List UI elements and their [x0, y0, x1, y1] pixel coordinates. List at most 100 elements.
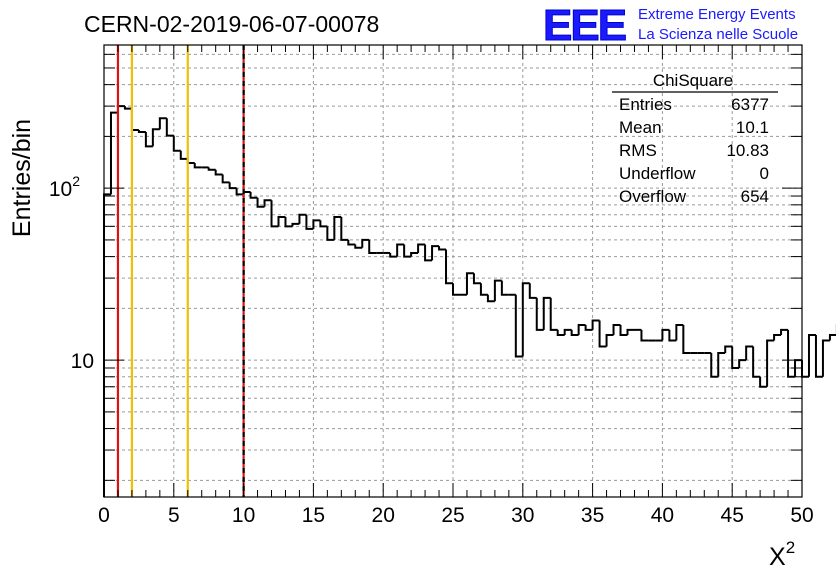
stats-row-label: RMS: [619, 141, 657, 160]
histogram-bin: [738, 359, 747, 369]
stats-row-value: 10.83: [726, 141, 769, 160]
eee-logo: EEE: [543, 1, 626, 50]
histogram-bin: [556, 329, 565, 337]
histogram-bin: [731, 346, 740, 370]
histogram-bin: [319, 220, 328, 228]
y-axis-title: Entries/bin: [8, 119, 36, 237]
histogram-bin: [640, 329, 649, 342]
histogram-bin: [514, 294, 523, 358]
histogram-bin: [493, 279, 502, 302]
stats-row-label: Mean: [619, 118, 662, 137]
histogram-bin: [591, 319, 600, 330]
histogram-bin: [368, 239, 377, 254]
histogram-bin: [549, 297, 558, 331]
histogram-bin: [284, 216, 293, 228]
histogram-bin: [787, 329, 796, 378]
histogram-bin: [277, 215, 286, 227]
histogram-bin: [361, 238, 370, 248]
histogram-bin: [528, 283, 537, 299]
histogram-bin: [354, 244, 363, 249]
histogram-bin: [605, 334, 614, 347]
histogram-bin: [179, 150, 188, 160]
histogram-bin: [759, 376, 768, 388]
histogram-bin: [445, 249, 453, 285]
histogram-bin: [745, 345, 754, 361]
stats-rows: Entries 6377 Mean 10.1 RMS 10.83 Underflow 0 Ove…: [619, 95, 769, 206]
histogram-bin: [312, 219, 321, 229]
histogram-bin: [263, 199, 272, 207]
histogram-bin: [452, 283, 460, 296]
histogram-bin: [403, 244, 412, 258]
histogram-bin: [165, 118, 174, 137]
x-tick-label: 30: [511, 504, 534, 527]
histogram-bin: [814, 335, 823, 378]
x-tick-label: 25: [441, 504, 464, 527]
histogram-bin: [682, 325, 691, 355]
threshold-lines: [116, 45, 245, 497]
histogram-bin: [668, 329, 677, 342]
stats-row-label: Overflow: [619, 187, 687, 206]
histogram-bin: [417, 243, 426, 253]
histogram-bin: [389, 252, 398, 258]
histogram-bin: [326, 226, 335, 241]
histogram-bin: [424, 244, 433, 262]
histogram-bin: [577, 324, 586, 336]
histogram-bin: [123, 106, 132, 110]
histogram-bin: [479, 283, 488, 296]
x-tick-label: 0: [98, 504, 110, 527]
histogram-bars: [103, 105, 836, 497]
y-tick-label: 102: [49, 173, 80, 201]
stats-row-value: 0: [760, 164, 769, 183]
histogram-bin: [347, 239, 356, 246]
histogram-bin: [752, 346, 761, 378]
x-tick-label: 50: [790, 504, 813, 527]
histogram-bin: [661, 328, 670, 341]
histogram-bin: [305, 214, 314, 230]
histogram-bin: [340, 216, 349, 241]
histogram-bin: [396, 243, 405, 257]
x-tick-label: 45: [721, 504, 744, 527]
histogram-bin: [598, 320, 607, 348]
stats-row-value: 10.1: [736, 118, 769, 137]
histogram-bin: [619, 325, 628, 337]
histogram-bin: [151, 128, 160, 147]
x-tick-label: 40: [651, 504, 674, 527]
histogram-bin: [333, 215, 342, 240]
histogram-bin: [807, 334, 816, 377]
x-axis-title-sup: 2: [786, 538, 795, 557]
x-tick-label: 20: [372, 504, 395, 527]
histogram-bin: [472, 273, 481, 285]
histogram-bin: [612, 324, 621, 336]
histogram-bin: [535, 297, 544, 331]
histogram-bin: [207, 167, 216, 171]
histogram-bin: [780, 328, 789, 336]
histogram-bin: [542, 296, 551, 330]
histogram-bin: [766, 339, 775, 387]
x-tick-labels: 0 5 10 15 20 25 30 35 40 45 50: [98, 504, 814, 527]
histogram-bin: [584, 325, 593, 331]
x-axis-title-base: X: [769, 543, 786, 571]
histogram-bin: [410, 251, 419, 257]
histogram-bin: [144, 132, 153, 148]
histogram-bin: [828, 334, 836, 341]
histogram-bin: [500, 280, 509, 296]
histogram-bin: [675, 324, 684, 341]
histogram-bin: [821, 339, 830, 377]
histogram-bin: [563, 328, 572, 336]
x-tick-label: 35: [581, 504, 604, 527]
histogram-bin: [486, 294, 495, 303]
run-title: CERN-02-2019-06-07-00078: [84, 11, 379, 37]
histogram-bin: [172, 135, 181, 152]
stats-box: ChiSquare Entries 6377 Mean 10.1 RMS 10.83 Und…: [612, 71, 778, 206]
logo-line-2: La Scienza nelle Scuole: [638, 26, 798, 43]
x-tick-label: 15: [302, 504, 325, 527]
stats-title: ChiSquare: [653, 71, 733, 90]
histogram-bin: [270, 200, 279, 228]
histogram-bin: [158, 117, 167, 130]
x-tick-label: 5: [168, 504, 180, 527]
histogram-bin: [228, 182, 237, 190]
histogram-bin: [801, 360, 809, 378]
histogram-bin: [249, 191, 258, 199]
histogram-bin: [724, 345, 733, 354]
x-tick-label: 10: [232, 504, 255, 527]
